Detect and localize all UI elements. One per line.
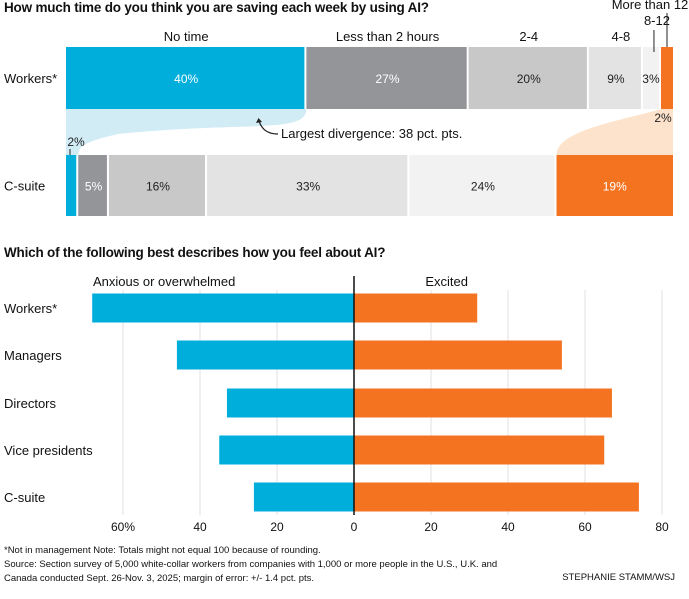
bar-segment	[78, 155, 107, 216]
bar-excited	[354, 482, 639, 512]
annotation-arrow	[258, 120, 279, 135]
category-label: More than 12	[612, 0, 689, 12]
value-label: 2%	[654, 111, 672, 125]
bar-anxious	[253, 482, 354, 512]
bar-excited	[354, 435, 605, 465]
bar-segment	[468, 47, 587, 109]
tick-label: 0	[351, 520, 358, 534]
row-label: Workers*	[4, 71, 57, 86]
footnote: *Not in management Note: Totals might no…	[4, 545, 321, 556]
legend-excited: Excited	[425, 274, 468, 289]
bar-anxious	[92, 293, 354, 323]
bar-excited	[354, 388, 612, 418]
bar-segment	[207, 155, 408, 216]
bar-segment	[556, 155, 673, 216]
tick-label: 20	[270, 520, 284, 534]
bar-excited	[354, 293, 478, 323]
value-label: 33%	[296, 180, 320, 194]
category-label: No time	[164, 29, 209, 44]
value-label: 24%	[471, 180, 495, 194]
tick-label: 20	[424, 520, 438, 534]
chart2-title: Which of the following best describes ho…	[4, 245, 386, 260]
tick-label: 40	[193, 520, 207, 534]
value-label: 16%	[146, 180, 170, 194]
value-label: 40%	[174, 72, 198, 86]
category-label: 2-4	[519, 29, 538, 44]
bar-segment	[588, 47, 641, 109]
value-label: 2%	[67, 135, 85, 149]
value-label: 3%	[642, 72, 660, 86]
row-label: Vice presidents	[4, 443, 93, 458]
category-label: Less than 2 hours	[336, 29, 440, 44]
bar-anxious	[219, 435, 354, 465]
bar-segment	[660, 47, 673, 109]
value-label: 9%	[607, 72, 625, 86]
bar-segment	[642, 47, 659, 109]
value-label: 5%	[85, 180, 103, 194]
row-label: Workers*	[4, 301, 57, 316]
annotation-text: Largest divergence: 38 pct. pts.	[281, 126, 462, 141]
bar-excited	[354, 340, 562, 370]
time-saved-chart: Workers* 40% 27% 20% 9% 3% 2% C-suite 2% 5% 16% 33%…	[4, 0, 689, 216]
bar-anxious	[226, 388, 354, 418]
row-label: C-suite	[4, 490, 45, 505]
category-label: 8-12	[644, 13, 670, 28]
bar-segment	[108, 155, 206, 216]
bar-anxious	[176, 340, 354, 370]
category-label: 4-8	[612, 29, 631, 44]
value-label: 20%	[517, 72, 541, 86]
source-line-1: Source: Section survey of 5,000 white-co…	[4, 559, 498, 570]
tick-label: 60	[578, 520, 592, 534]
credit: STEPHANIE STAMM/WSJ	[562, 572, 675, 583]
arrowhead-icon	[256, 118, 262, 123]
chart1-title: How much time do you think you are savin…	[4, 0, 429, 15]
bar-segment	[66, 47, 305, 109]
tick-label: 80	[655, 520, 669, 534]
value-label: 19%	[603, 180, 627, 194]
value-label: 27%	[376, 72, 400, 86]
divergence-band-more-than-12	[556, 109, 673, 155]
bar-segment	[306, 47, 467, 109]
ai-feelings-chart: Anxious or overwhelmed Excited Workers* Man…	[4, 274, 669, 534]
source-line-2: Canada conducted Sept. 26-Nov. 3, 2025; …	[4, 573, 315, 584]
bar-segment	[66, 155, 77, 216]
row-label: Directors	[4, 396, 57, 411]
bar-segment	[409, 155, 555, 216]
row-label: C-suite	[4, 179, 45, 194]
tick-label: 60%	[111, 520, 135, 534]
divergence-band-no-time	[66, 109, 307, 155]
legend-anxious: Anxious or overwhelmed	[93, 274, 235, 289]
tick-label: 40	[501, 520, 515, 534]
row-label: Managers	[4, 348, 62, 363]
